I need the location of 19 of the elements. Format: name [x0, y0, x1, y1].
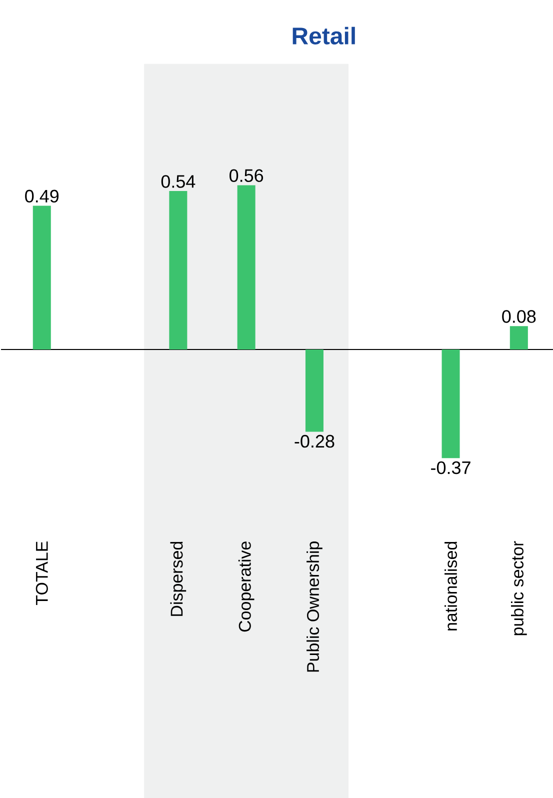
data-label: 0.08 [502, 310, 536, 323]
bar [510, 326, 528, 350]
x-tick-label: Dispersed [170, 542, 186, 616]
data-label: 0.56 [230, 169, 264, 182]
chart-title: Retail [292, 26, 355, 44]
data-label: -0.37 [431, 461, 470, 474]
bar [169, 191, 188, 350]
x-tick-label: Cooperative [238, 542, 254, 632]
bar [442, 350, 460, 458]
data-label: 0.49 [25, 190, 59, 203]
x-tick-label: nationalised [444, 542, 458, 630]
x-tick-label: Public Ownership [306, 542, 322, 672]
data-label: -0.28 [294, 434, 334, 448]
x-tick-label: public sector [511, 541, 527, 636]
bar [32, 206, 51, 350]
x-tick-label: TOTALE [36, 542, 48, 605]
data-label: 0.54 [161, 175, 196, 188]
bar [237, 185, 256, 350]
bar [305, 350, 324, 432]
